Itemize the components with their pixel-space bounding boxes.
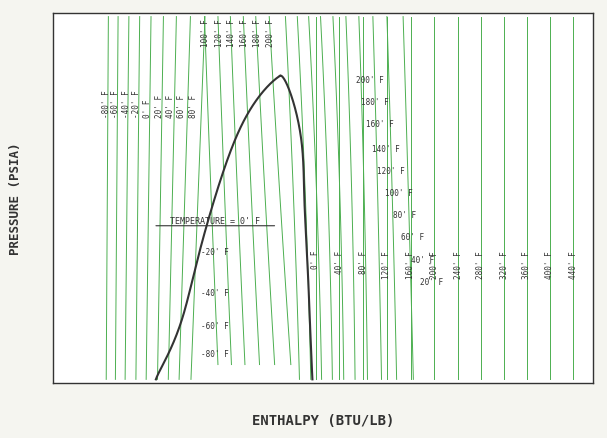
Text: 60' F: 60' F xyxy=(177,94,186,117)
Text: 40' F: 40' F xyxy=(166,94,175,117)
Text: 0' F: 0' F xyxy=(311,250,320,268)
Text: 280' F: 280' F xyxy=(476,250,486,278)
Text: -60' F: -60' F xyxy=(202,321,229,330)
Text: 240' F: 240' F xyxy=(453,250,463,278)
Text: 140' F: 140' F xyxy=(227,19,236,47)
Text: 180' F: 180' F xyxy=(253,19,262,47)
Text: 400' F: 400' F xyxy=(546,250,554,278)
Text: 200' F: 200' F xyxy=(266,19,276,47)
Text: 160' F: 160' F xyxy=(367,120,394,129)
Text: -20' F: -20' F xyxy=(202,247,229,257)
Text: 320' F: 320' F xyxy=(500,250,509,278)
Text: 360' F: 360' F xyxy=(522,250,531,278)
Text: ENTHALPY (BTU/LB): ENTHALPY (BTU/LB) xyxy=(252,413,395,427)
Text: 160' F: 160' F xyxy=(406,250,415,278)
Text: 80' F: 80' F xyxy=(393,211,416,219)
Text: PRESSURE (PSIA): PRESSURE (PSIA) xyxy=(9,142,22,254)
Text: -40' F: -40' F xyxy=(121,90,131,117)
Text: 120' F: 120' F xyxy=(382,250,392,278)
Text: -40' F: -40' F xyxy=(202,288,229,297)
Text: -80' F: -80' F xyxy=(202,349,229,358)
Text: 160' F: 160' F xyxy=(240,19,249,47)
Text: 40' F: 40' F xyxy=(411,255,434,264)
Text: 200' F: 200' F xyxy=(430,250,439,278)
Text: 120' F: 120' F xyxy=(377,166,405,175)
Text: 180' F: 180' F xyxy=(361,98,388,107)
Text: 20' F: 20' F xyxy=(421,277,444,286)
Text: -20' F: -20' F xyxy=(132,90,141,117)
Text: 200' F: 200' F xyxy=(356,76,384,85)
Text: 140' F: 140' F xyxy=(372,144,399,153)
Text: -60' F: -60' F xyxy=(112,90,120,117)
Text: TEMPERATURE = 0' F: TEMPERATURE = 0' F xyxy=(170,216,260,225)
Text: 0' F: 0' F xyxy=(143,99,152,117)
Text: 120' F: 120' F xyxy=(214,19,223,47)
Text: 100' F: 100' F xyxy=(201,19,210,47)
Text: 60' F: 60' F xyxy=(401,233,425,242)
Text: 440' F: 440' F xyxy=(569,250,578,278)
Text: 20' F: 20' F xyxy=(155,94,164,117)
Text: -80' F: -80' F xyxy=(102,90,111,117)
Text: 80' F: 80' F xyxy=(359,250,368,273)
Text: 100' F: 100' F xyxy=(385,188,413,198)
Text: 80' F: 80' F xyxy=(189,94,198,117)
Text: 40' F: 40' F xyxy=(335,250,344,273)
